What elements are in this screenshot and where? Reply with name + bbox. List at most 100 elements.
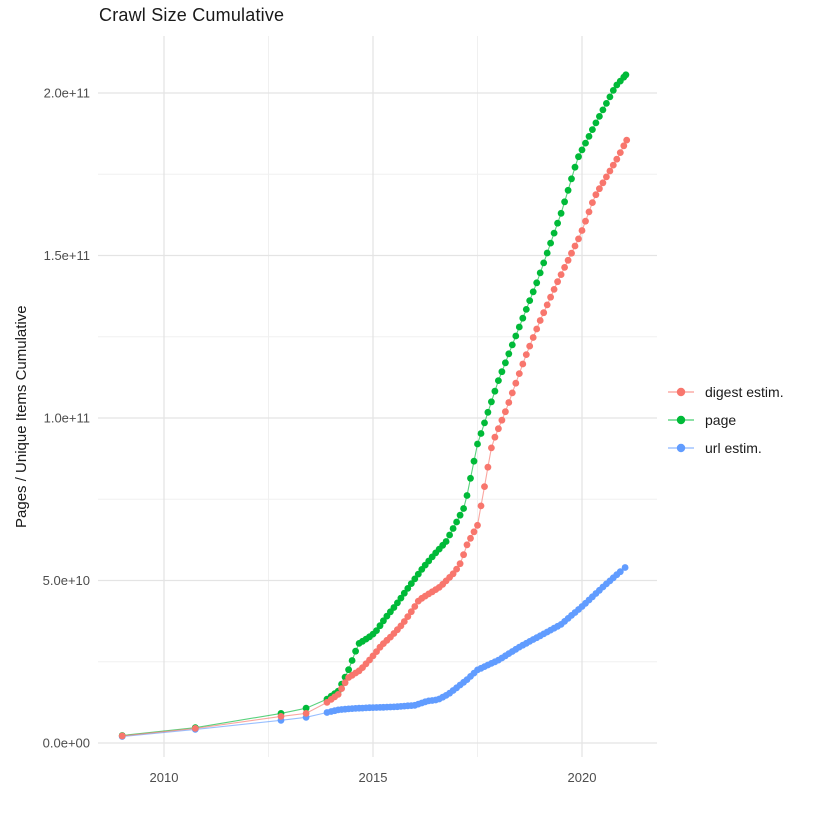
data-point [582,217,589,225]
data-point [568,249,575,257]
data-point [508,341,516,349]
y-tick-label: 1.5e+11 [44,248,90,263]
data-point [519,360,527,368]
data-point [505,399,513,406]
data-point [515,323,523,331]
data-point [505,350,513,358]
data-point [536,269,544,277]
data-point [609,87,617,94]
data-point [547,293,554,301]
data-point [488,444,495,452]
data-point [474,440,481,448]
data-point [568,175,575,183]
data-point [456,560,464,568]
data-point [414,570,422,578]
x-tick-label: 2010 [150,770,179,785]
data-point [571,242,579,250]
plot-title: Crawl Size Cumulative [99,5,285,25]
data-point [118,732,126,740]
data-point [613,155,621,163]
y-tick-label: 2.0e+11 [44,86,90,101]
y-tick-label: 5.0e+10 [43,573,90,588]
data-point [474,521,481,529]
data-point [508,389,516,397]
data-point [277,713,285,720]
data-point [470,528,478,536]
legend-item-digest-estim: digest estim. [666,378,784,406]
data-point [373,627,380,634]
data-point [623,136,631,144]
x-tick-label: 2020 [568,770,597,785]
data-point [622,71,630,79]
legend-key-dot [676,443,686,453]
data-point [338,685,345,692]
data-point [533,325,541,333]
legend: digest estim. page url estim. [666,378,784,462]
data-point [491,433,499,441]
data-point [571,163,579,171]
data-point [456,511,464,519]
data-point [616,149,624,157]
data-point [529,288,537,296]
data-point [599,106,607,114]
data-point [529,334,537,341]
data-point [533,279,541,287]
data-point [463,541,471,549]
legend-key-icon [668,387,694,397]
x-tick-label: 2015 [359,770,388,785]
series-digest-estim [118,136,631,740]
data-point [477,430,485,437]
data-point [498,416,506,424]
data-point [543,301,551,309]
data-point [481,483,488,490]
data-point [411,603,419,610]
legend-label: digest estim. [705,384,784,400]
data-point [554,278,561,286]
y-tick-label: 1.0e+11 [44,411,90,426]
data-point [467,474,474,482]
data-point [536,317,544,324]
data-point [561,198,568,206]
data-point [334,691,342,698]
data-point [512,379,520,387]
legend-key-icon [668,443,694,453]
data-point [394,599,401,607]
data-point [564,186,572,194]
data-point [561,264,568,271]
data-point [453,518,460,526]
data-point [575,235,582,243]
data-point [495,425,502,433]
data-point [512,332,520,340]
data-point [543,249,551,257]
data-point [589,126,596,133]
data-point [575,153,582,161]
data-point [578,227,586,234]
data-point [585,208,593,216]
data-point [491,387,499,395]
data-point [603,100,610,107]
y-tick-label: 0.0e+00 [43,736,90,751]
series-url-estim [118,564,629,740]
data-point [463,492,471,499]
series-line [122,139,628,737]
data-point [446,531,453,539]
data-point [526,342,534,350]
data-point [345,666,352,674]
data-point [484,408,492,416]
data-point [592,119,600,127]
data-point [540,259,548,267]
legend-key-icon [668,415,694,425]
data-point [397,594,405,602]
data-point [606,167,614,175]
data-point [550,286,558,293]
data-point [477,502,485,510]
data-point [554,219,561,227]
data-point [522,306,530,313]
data-point [449,570,457,578]
legend-key-dot [676,415,686,425]
data-point [589,199,596,207]
data-point [540,309,548,317]
data-point [522,351,530,358]
